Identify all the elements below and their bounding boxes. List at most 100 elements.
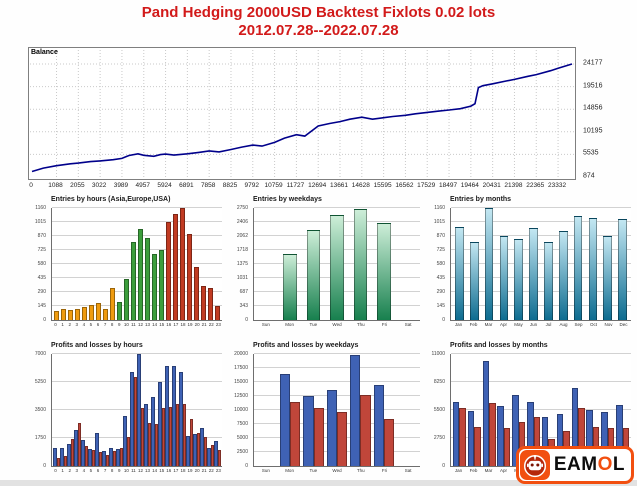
profit-bar bbox=[165, 366, 169, 466]
y-tick-label: 1015 bbox=[433, 219, 445, 225]
gridline bbox=[52, 207, 222, 208]
bar-slot bbox=[200, 208, 207, 320]
loss-bar bbox=[147, 422, 151, 466]
profit-bar bbox=[109, 448, 113, 466]
bar bbox=[159, 250, 164, 320]
profit-bar bbox=[527, 401, 534, 466]
bar-slot bbox=[165, 354, 172, 466]
profit-bar bbox=[88, 449, 92, 466]
x-tick-label: Jan bbox=[454, 468, 463, 473]
loss-bar bbox=[56, 458, 60, 466]
bar-slot bbox=[186, 354, 193, 466]
loss-bar bbox=[140, 408, 144, 466]
y-tick-label: 10195 bbox=[583, 127, 603, 135]
y-tick-label: 12500 bbox=[234, 393, 248, 399]
gridline bbox=[451, 207, 631, 208]
plot-area bbox=[253, 207, 420, 321]
pl-by-hours-chart: Profits and losses by hours 0 1750 3500 525… bbox=[24, 342, 224, 482]
y-tick-label: 10000 bbox=[234, 407, 248, 413]
bar-slot bbox=[165, 208, 172, 320]
profit-bar bbox=[350, 354, 361, 466]
bar-slot bbox=[116, 354, 123, 466]
profit-bar bbox=[179, 371, 183, 466]
x-tick-label: 19 bbox=[187, 322, 193, 327]
profit-bar bbox=[452, 401, 460, 466]
loss-bar bbox=[336, 411, 348, 466]
x-tick-label: 5 bbox=[89, 322, 93, 327]
profit-bar bbox=[67, 444, 71, 466]
y-axis-labels: 0 2750 5500 8250 11000 bbox=[423, 351, 447, 469]
y-tick-label: 20000 bbox=[234, 351, 248, 357]
x-tick-label: 2055 bbox=[70, 182, 85, 189]
profit-bar bbox=[279, 374, 291, 466]
loss-bar bbox=[112, 450, 116, 466]
bar bbox=[283, 253, 297, 320]
bar-slot bbox=[179, 208, 186, 320]
loss-bar bbox=[217, 450, 221, 466]
bar bbox=[215, 305, 220, 320]
bar-slot bbox=[255, 354, 278, 466]
x-tick-label: 8 bbox=[110, 322, 114, 327]
bar-slot bbox=[600, 208, 615, 320]
x-tick-label: 2 bbox=[68, 322, 71, 327]
gridline bbox=[52, 437, 222, 438]
bar-slot bbox=[496, 208, 511, 320]
bar-slot bbox=[193, 208, 200, 320]
y-tick-label: 1031 bbox=[236, 275, 248, 282]
bar-slot bbox=[526, 208, 541, 320]
bar bbox=[603, 236, 612, 320]
chart-title: Profits and losses by hours bbox=[51, 342, 143, 349]
y-tick-label: 1718 bbox=[236, 247, 248, 254]
x-tick-label: 22 bbox=[208, 322, 214, 327]
x-tick-label: Sep bbox=[574, 322, 583, 327]
loss-bar bbox=[459, 407, 466, 466]
y-tick-label: 0 bbox=[442, 317, 445, 323]
bar-slot bbox=[67, 208, 74, 320]
gridline bbox=[52, 305, 222, 306]
x-tick-label: 23332 bbox=[548, 182, 567, 189]
y-axis-labels: 0 343 687 1031 1375 1718 2062 2406 2750 bbox=[226, 205, 250, 323]
x-tick-label: 12 bbox=[137, 322, 143, 327]
y-tick-label: 1375 bbox=[236, 261, 248, 267]
x-tick-label: 11 bbox=[131, 468, 136, 473]
y-tick-label: 17500 bbox=[234, 365, 248, 371]
y-tick-label: 5500 bbox=[433, 407, 445, 413]
bar-slot bbox=[200, 354, 207, 466]
gridline bbox=[451, 291, 631, 292]
bar-slot bbox=[556, 208, 571, 320]
bar-slot bbox=[60, 208, 67, 320]
loss-bar bbox=[313, 407, 324, 466]
x-tick-label: Jun bbox=[529, 322, 538, 327]
x-tick-label: 1 bbox=[61, 322, 64, 327]
x-tick-label: 3989 bbox=[113, 182, 129, 189]
bar bbox=[180, 208, 185, 320]
x-tick-label: 3 bbox=[75, 468, 79, 473]
bar-slot bbox=[214, 208, 221, 320]
x-tick-label: 17 bbox=[173, 322, 179, 327]
y-tick-label: 5250 bbox=[34, 379, 46, 385]
chart-title: Entries by months bbox=[450, 196, 512, 203]
bar bbox=[306, 230, 321, 320]
x-tick-label: 7 bbox=[103, 468, 107, 473]
y-tick-label: 0 bbox=[245, 463, 248, 469]
bar-slot bbox=[95, 354, 102, 466]
report-title-line2: 2012.07.28--2022.07.28 bbox=[238, 22, 399, 39]
bar bbox=[138, 229, 143, 320]
bar bbox=[469, 241, 479, 320]
bar-slot bbox=[186, 208, 193, 320]
x-tick-label: 6 bbox=[96, 468, 100, 473]
bar-slot bbox=[452, 354, 467, 466]
profit-bar bbox=[373, 385, 384, 466]
x-tick-label: Dec bbox=[619, 322, 628, 327]
y-tick-label: 0 bbox=[442, 463, 445, 469]
y-tick-label: 290 bbox=[37, 289, 46, 295]
profit-bar bbox=[130, 371, 134, 466]
bar bbox=[208, 288, 213, 320]
bar-slot bbox=[123, 208, 130, 320]
balance-legend-label: Balance bbox=[31, 49, 58, 56]
bar-slot bbox=[571, 208, 586, 320]
x-tick-label: Nov bbox=[604, 322, 613, 327]
x-tick-label: 15595 bbox=[373, 182, 392, 189]
bar bbox=[618, 218, 627, 320]
x-tick-label: Fri bbox=[381, 322, 388, 327]
